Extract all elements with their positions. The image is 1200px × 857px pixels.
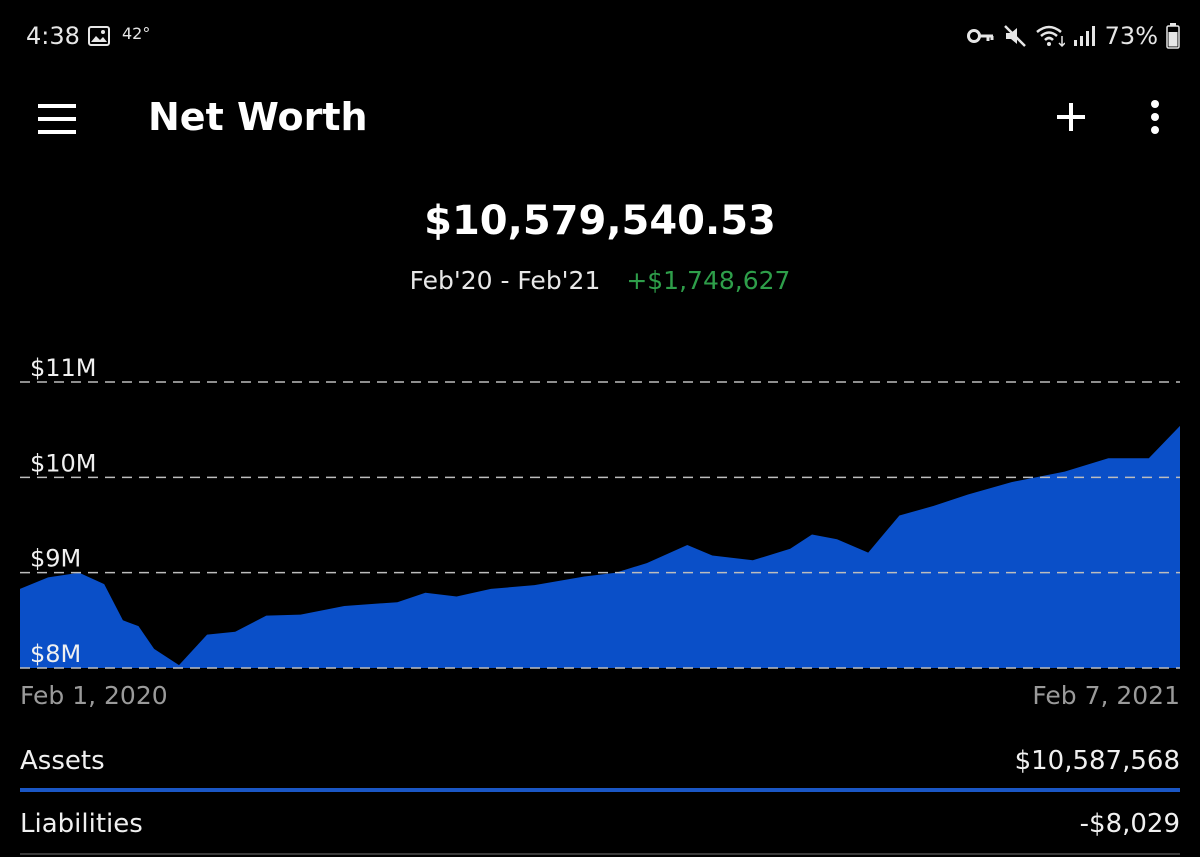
key-icon: [966, 29, 994, 43]
x-start-label: Feb 1, 2020: [20, 681, 168, 710]
app-bar: Net Worth: [0, 72, 1200, 164]
battery-icon: [1166, 23, 1180, 49]
liabilities-row[interactable]: Liabilities -$8,029: [20, 803, 1180, 855]
liabilities-value: -$8,029: [1079, 809, 1180, 839]
liabilities-label: Liabilities: [20, 809, 143, 839]
y-tick-label: $8M: [30, 640, 81, 668]
status-bar: 4:38 42°: [0, 0, 1200, 72]
net-worth-chart-svg: $11M $10M $9M $8M Feb 1, 2020 Feb 7, 2021: [20, 354, 1180, 710]
liabilities-bar: [20, 853, 1180, 855]
assets-label: Assets: [20, 746, 105, 776]
image-icon: [88, 26, 110, 46]
signal-icon: [1073, 26, 1095, 46]
battery-percent: 73%: [1104, 22, 1158, 50]
net-worth-total: $10,579,540.53: [424, 198, 776, 244]
status-icons: 73%: [966, 20, 1180, 52]
date-range[interactable]: Feb'20 - Feb'21: [409, 266, 601, 295]
more-vert-icon[interactable]: [1138, 94, 1172, 140]
x-end-label: Feb 7, 2021: [1032, 681, 1180, 710]
change-amount: +$1,748,627: [626, 266, 791, 295]
y-tick-label: $9M: [30, 545, 81, 573]
y-tick-label: $11M: [30, 354, 97, 382]
add-icon[interactable]: [1048, 94, 1094, 140]
assets-bar: [20, 788, 1180, 792]
summary-period-row: Feb'20 - Feb'21 +$1,748,627: [0, 266, 1200, 295]
net-worth-area: [20, 425, 1180, 668]
status-time: 4:38: [26, 22, 80, 50]
assets-row[interactable]: Assets $10,587,568: [20, 740, 1180, 792]
page-title: Net Worth: [148, 95, 368, 139]
net-worth-chart[interactable]: $11M $10M $9M $8M Feb 1, 2020 Feb 7, 2021: [0, 340, 1200, 720]
menu-icon[interactable]: [30, 98, 84, 140]
status-temperature: 42°: [122, 24, 151, 43]
wifi-icon: [1035, 25, 1065, 48]
y-tick-label: $10M: [30, 449, 97, 477]
mute-icon: [1003, 25, 1026, 47]
assets-value: $10,587,568: [1014, 746, 1180, 776]
